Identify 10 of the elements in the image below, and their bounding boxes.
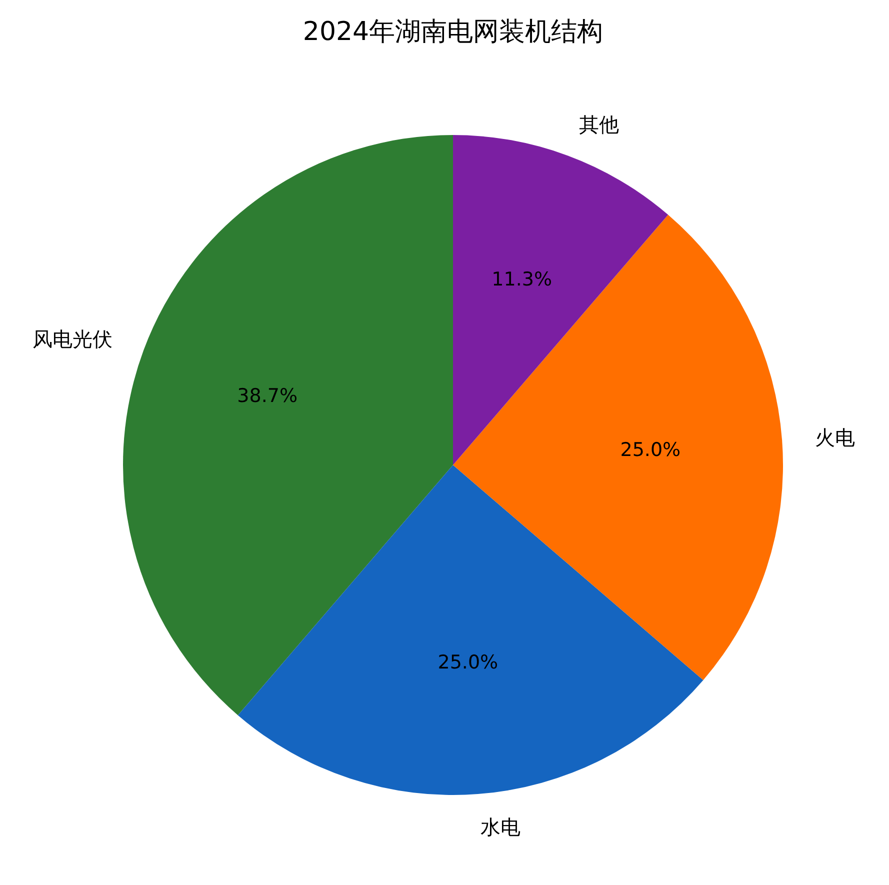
slice-label: 火电 (814, 426, 855, 450)
data-label: 25.0% (438, 651, 498, 674)
slice-label: 风电光伏 (32, 326, 113, 351)
data-label: 11.3% (492, 268, 552, 290)
pie-slice (238, 465, 704, 795)
data-label: 25.0% (620, 439, 681, 462)
data-label: 38.7% (237, 385, 298, 408)
chart-title: 2024年湖南电网装机结构 (302, 17, 604, 47)
slice-label: 水电 (480, 814, 520, 839)
slice-label: 其他 (579, 112, 620, 137)
